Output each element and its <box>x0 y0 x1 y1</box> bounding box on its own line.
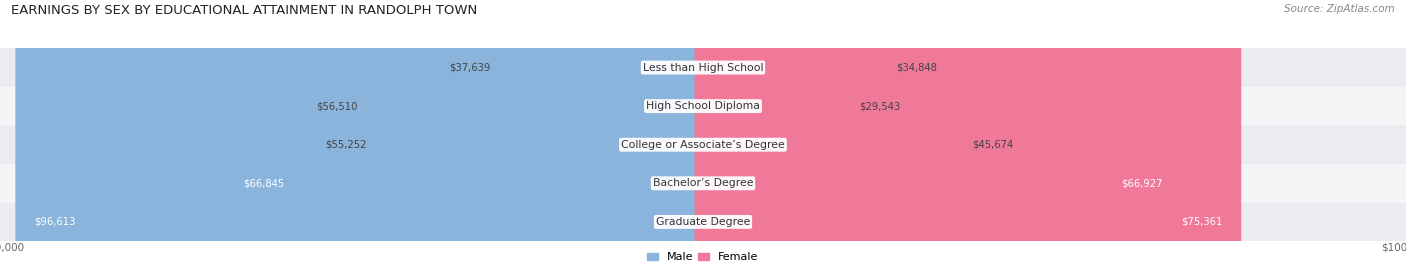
Text: College or Associate’s Degree: College or Associate’s Degree <box>621 140 785 150</box>
FancyBboxPatch shape <box>15 0 711 268</box>
Text: $45,674: $45,674 <box>973 140 1014 150</box>
Text: $75,361: $75,361 <box>1181 217 1222 227</box>
Text: Less than High School: Less than High School <box>643 62 763 73</box>
FancyBboxPatch shape <box>225 0 711 268</box>
Text: Graduate Degree: Graduate Degree <box>655 217 751 227</box>
FancyBboxPatch shape <box>695 0 1032 268</box>
Text: High School Diploma: High School Diploma <box>647 101 759 111</box>
Text: Source: ZipAtlas.com: Source: ZipAtlas.com <box>1284 4 1395 14</box>
FancyBboxPatch shape <box>430 0 711 268</box>
Text: $96,613: $96,613 <box>34 217 76 227</box>
FancyBboxPatch shape <box>695 0 1241 268</box>
Text: EARNINGS BY SEX BY EDUCATIONAL ATTAINMENT IN RANDOLPH TOWN: EARNINGS BY SEX BY EDUCATIONAL ATTAINMEN… <box>11 4 478 17</box>
Text: $66,845: $66,845 <box>243 178 285 188</box>
Bar <box>0 203 1406 241</box>
FancyBboxPatch shape <box>695 0 1182 268</box>
Bar <box>0 164 1406 203</box>
FancyBboxPatch shape <box>695 0 920 268</box>
Text: $29,543: $29,543 <box>859 101 900 111</box>
Text: $55,252: $55,252 <box>325 140 367 150</box>
FancyBboxPatch shape <box>307 0 711 268</box>
Text: $56,510: $56,510 <box>316 101 357 111</box>
Text: Bachelor’s Degree: Bachelor’s Degree <box>652 178 754 188</box>
Text: $34,848: $34,848 <box>897 62 938 73</box>
Bar <box>0 87 1406 125</box>
FancyBboxPatch shape <box>297 0 711 268</box>
Bar <box>0 48 1406 87</box>
Bar <box>0 125 1406 164</box>
Text: $37,639: $37,639 <box>449 62 491 73</box>
Text: $66,927: $66,927 <box>1122 178 1163 188</box>
FancyBboxPatch shape <box>695 0 956 268</box>
Legend: Male, Female: Male, Female <box>647 252 759 262</box>
